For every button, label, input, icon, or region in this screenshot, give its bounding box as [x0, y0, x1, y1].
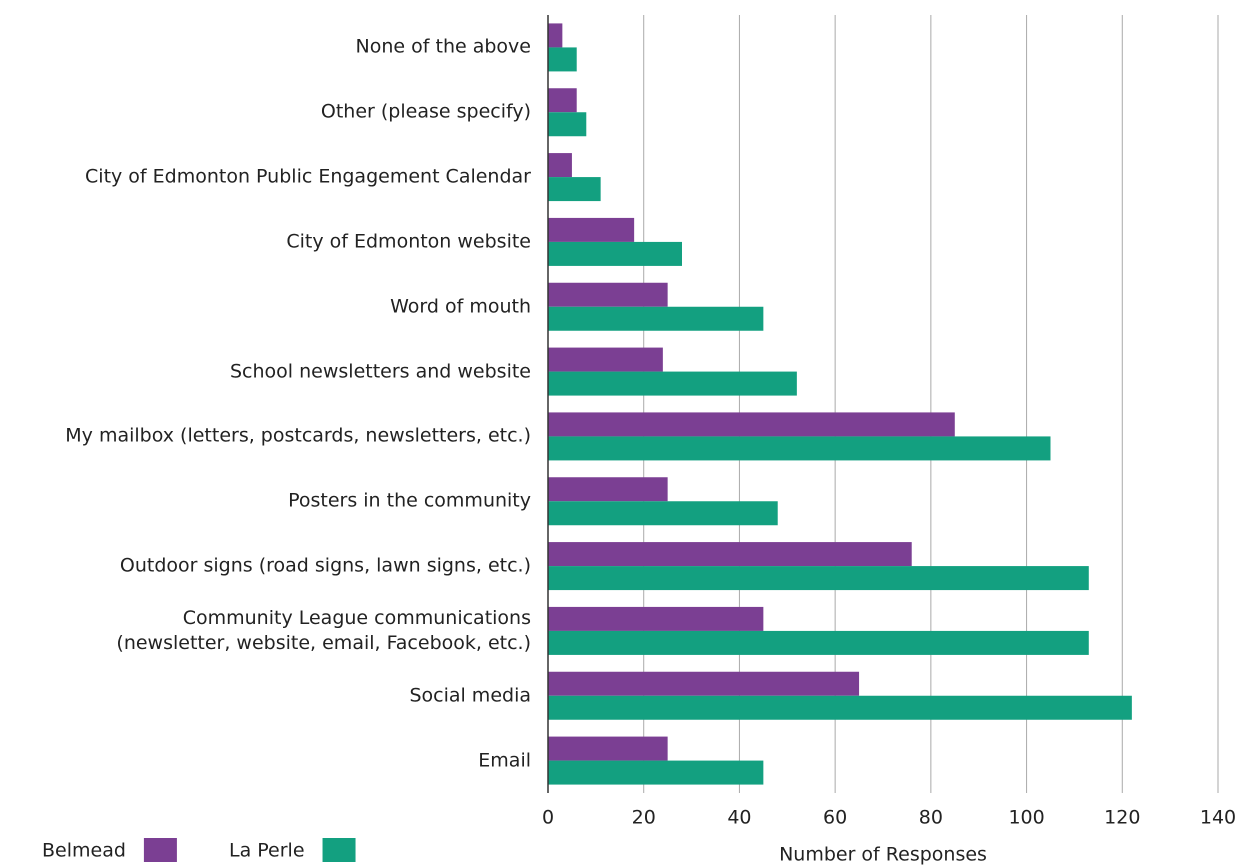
bar	[548, 347, 663, 372]
bar	[548, 47, 577, 72]
bar	[548, 671, 860, 696]
y-tick-label: City of Edmonton Public Engagement Calen…	[85, 165, 531, 188]
bar	[548, 695, 1132, 720]
bar	[548, 23, 563, 48]
bar	[548, 760, 764, 785]
bar	[548, 566, 1089, 591]
y-tick-label: Posters in the community	[288, 489, 531, 512]
x-axis-label: Number of Responses	[779, 844, 987, 866]
bar	[548, 241, 682, 266]
bar	[548, 306, 764, 331]
x-tick-label: 60	[823, 807, 847, 829]
y-tick-label: School newsletters and website	[230, 360, 531, 383]
bar	[548, 177, 601, 202]
bar	[548, 217, 635, 242]
bar	[548, 282, 668, 307]
bar	[548, 606, 764, 631]
bar	[548, 371, 797, 396]
x-tick-label: 40	[727, 807, 751, 829]
legend-label: La Perle	[229, 840, 305, 862]
legend-swatch	[143, 838, 177, 862]
y-tick-label: Social media	[409, 684, 531, 707]
bar	[548, 736, 668, 761]
y-tick-label: City of Edmonton website	[286, 230, 531, 253]
bar	[548, 412, 955, 437]
y-tick-label: Word of mouth	[390, 295, 531, 318]
x-tick-label: 140	[1200, 807, 1236, 829]
y-tick-label: Email	[478, 749, 531, 772]
y-tick-label: Community League communications (newslet…	[116, 606, 531, 654]
bar	[548, 153, 572, 178]
y-tick-label: None of the above	[355, 35, 531, 58]
x-tick-label: 120	[1104, 807, 1140, 829]
bar	[548, 501, 778, 526]
y-tick-label: Outdoor signs (road signs, lawn signs, e…	[119, 554, 531, 577]
bar	[548, 88, 577, 113]
y-tick-label: My mailbox (letters, postcards, newslett…	[65, 424, 531, 447]
bar	[548, 542, 912, 567]
bar	[548, 436, 1051, 461]
x-tick-label: 80	[919, 807, 943, 829]
bar	[548, 477, 668, 502]
legend-swatch	[322, 838, 356, 862]
y-tick-label: Other (please specify)	[320, 100, 531, 123]
x-tick-label: 20	[632, 807, 656, 829]
x-tick-label: 0	[542, 807, 554, 829]
legend-label: Belmead	[42, 840, 126, 862]
x-tick-label: 100	[1008, 807, 1044, 829]
bar	[548, 630, 1089, 655]
bar	[548, 112, 587, 137]
